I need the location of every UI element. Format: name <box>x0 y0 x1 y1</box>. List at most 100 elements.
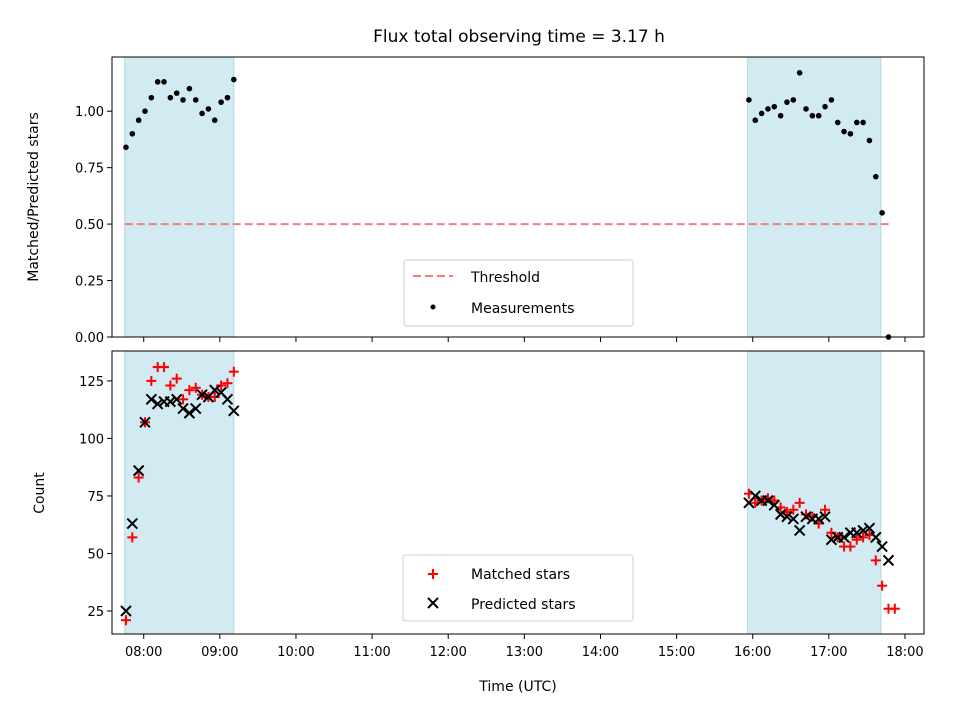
predicted-star-point <box>781 510 793 523</box>
matched-star-point <box>889 603 900 614</box>
matched-star-point <box>820 504 831 515</box>
chart-title: Flux total observing time = 3.17 h <box>373 27 665 47</box>
measurement-point <box>154 79 161 85</box>
bottom-axes-frame <box>111 350 925 635</box>
x-tick-label: 13:00 <box>506 645 543 660</box>
predicted-star-point <box>857 524 869 537</box>
matched-star-point <box>851 534 862 545</box>
matched-star-point <box>159 362 170 373</box>
measurement-point <box>860 119 866 126</box>
y-tick-label: 0.50 <box>75 218 104 233</box>
matched-star-point <box>870 555 881 566</box>
predicted-star-point <box>793 524 806 537</box>
top-y-ticks: 0.00 0.25 0.50 0.75 1.00 <box>75 105 112 346</box>
matched-star-point <box>190 382 201 393</box>
y-tick-label: 0.75 <box>75 162 104 177</box>
predicted-star-point <box>812 513 825 525</box>
y-tick-label: 0.25 <box>75 275 104 290</box>
matched-star-point <box>858 532 869 543</box>
count-points <box>120 362 900 626</box>
measurement-point <box>161 79 167 85</box>
measurement-point <box>828 97 835 103</box>
predicted-star-point <box>145 393 158 406</box>
measurement-points <box>123 70 892 340</box>
measurement-point <box>148 94 155 101</box>
measurement-point <box>199 110 205 117</box>
measurement-point <box>752 117 759 124</box>
measurement-point <box>746 97 752 103</box>
matched-star-point <box>845 541 856 552</box>
predicted-star-point <box>851 527 863 539</box>
measurement-point <box>847 130 854 137</box>
measurement-point <box>841 128 847 135</box>
bottom-panel: 25 50 75 100 125 08:00 09:00 10:00 11:00 12:00 13… <box>32 350 925 695</box>
measurement-point <box>790 97 797 103</box>
legend-predicted-swatch <box>427 597 439 609</box>
measurement-point <box>765 106 771 112</box>
matched-star-point <box>209 392 220 403</box>
matched-star-point <box>120 615 131 626</box>
bottom-legend: Matched stars Predicted stars <box>402 554 634 622</box>
predicted-star-point <box>838 531 850 544</box>
matched-star-point <box>171 373 182 384</box>
measurement-point <box>192 97 199 103</box>
predicted-star-point <box>825 533 838 546</box>
top-axes-frame <box>111 56 925 338</box>
x-tick-label: 16:00 <box>734 645 771 660</box>
observing-window-0 <box>124 57 234 337</box>
predicted-star-point <box>151 398 164 410</box>
y-tick-label: 1.00 <box>75 105 104 120</box>
top-x-ticks <box>143 337 906 342</box>
measurement-point <box>803 106 809 112</box>
y-tick-label: 0.00 <box>75 331 104 346</box>
y-tick-label: 25 <box>87 605 104 620</box>
predicted-star-point <box>164 395 177 408</box>
predicted-star-point <box>876 540 888 553</box>
predicted-star-point <box>882 554 895 567</box>
predicted-star-point <box>870 531 882 544</box>
measurement-point <box>771 103 778 110</box>
observing-window-1 <box>747 57 881 337</box>
x-tick-label: 18:00 <box>886 645 923 660</box>
predicted-star-point <box>170 393 183 406</box>
matched-star-point <box>184 385 195 396</box>
matched-star-point <box>228 366 239 377</box>
predicted-star-point <box>126 517 139 530</box>
matched-star-point <box>826 527 837 538</box>
y-tick-label: 100 <box>79 432 104 447</box>
predicted-star-point <box>768 499 780 511</box>
measurement-point <box>211 117 218 124</box>
observing-window-1 <box>747 351 881 634</box>
top-panel: 0.00 0.25 0.50 0.75 1.00 Matched/Predicted s… <box>26 56 925 346</box>
measurement-point <box>822 103 828 110</box>
matched-star-point <box>178 394 189 405</box>
predicted-star-point <box>139 416 151 429</box>
legend-matched-label: Matched stars <box>471 567 570 583</box>
measurement-point <box>866 137 873 144</box>
predicted-star-point <box>177 402 189 415</box>
measurement-point <box>796 70 803 76</box>
predicted-star-point <box>228 405 240 417</box>
x-tick-label: 11:00 <box>353 645 390 660</box>
matched-star-point <box>222 378 233 389</box>
predicted-star-point <box>221 393 234 406</box>
measurement-point <box>872 173 879 180</box>
matched-star-point <box>133 472 144 483</box>
legend-predicted-marker <box>427 597 439 609</box>
predicted-star-point <box>190 402 202 415</box>
predicted-star-point <box>183 407 196 419</box>
matched-star-point <box>127 532 138 543</box>
x-tick-label: 08:00 <box>125 645 162 660</box>
x-axis-label: Time (UTC) <box>478 679 556 695</box>
predicted-star-point <box>196 389 208 401</box>
legend-matched-marker <box>428 569 438 579</box>
measurement-point <box>879 210 885 216</box>
top-observing-windows <box>124 57 882 337</box>
x-tick-label: 10:00 <box>277 645 314 660</box>
measurement-point <box>777 112 784 119</box>
measurement-point <box>186 85 193 92</box>
measurement-point <box>815 112 822 119</box>
matched-star-point <box>165 380 176 391</box>
predicted-star-point <box>774 508 787 521</box>
predicted-star-point <box>209 384 221 396</box>
